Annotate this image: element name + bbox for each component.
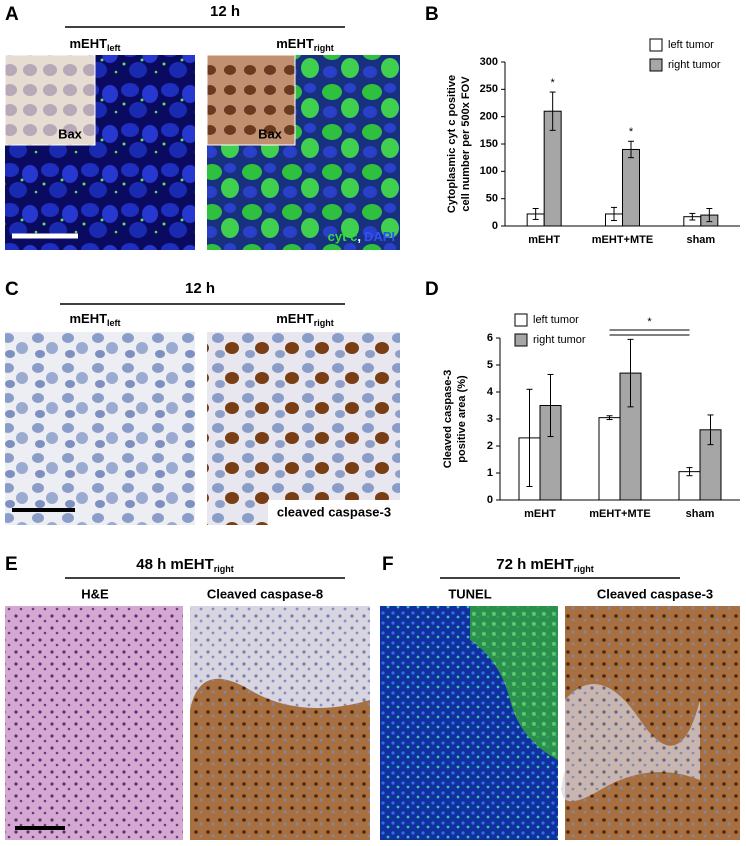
y-tick-label: 100 <box>480 165 498 177</box>
y-tick-label: 5 <box>487 359 493 371</box>
y-axis-label: Cleaved caspase-3 <box>442 370 454 468</box>
error-bar <box>526 388 533 487</box>
x-tick-label: mEHT+MTE <box>589 508 650 520</box>
error-bar <box>706 208 713 223</box>
y-axis-label: Cytoplasmic cyt c positive <box>446 75 458 213</box>
inset-label: Bax <box>258 126 283 141</box>
panel-letter: E <box>5 554 18 575</box>
condition-label: mEHTleft <box>69 36 120 53</box>
title-sub: right <box>574 564 594 574</box>
legend-label: right tumor <box>668 59 721 71</box>
panel-letter: C <box>5 279 19 300</box>
label-main: mEHT <box>69 311 107 326</box>
inset-label: Bax <box>58 126 83 141</box>
panel-letter: B <box>425 4 439 25</box>
legend-label: right tumor <box>533 334 586 346</box>
inset <box>206 54 296 146</box>
bar <box>598 417 621 501</box>
legend-label: left tumor <box>668 39 714 51</box>
condition-label: mEHTleft <box>69 311 120 328</box>
y-tick-label: 4 <box>487 386 494 398</box>
stain-label: TUNEL <box>448 586 491 601</box>
error-bar <box>611 206 617 222</box>
error-bar <box>532 208 539 220</box>
panel-title: 48 h mEHTright <box>136 556 234 574</box>
micrograph <box>5 606 183 840</box>
condition-label: mEHTright <box>276 311 334 328</box>
label-sub: left <box>107 43 121 53</box>
micrograph <box>207 332 400 525</box>
stain-green: cyt c <box>328 229 358 244</box>
y-tick-label: 1 <box>487 467 493 479</box>
bar <box>622 148 640 227</box>
error-bar <box>707 414 714 446</box>
y-tick-label: 6 <box>487 332 493 344</box>
legend-swatch <box>514 333 528 347</box>
x-tick-label: mEHT+MTE <box>592 234 653 246</box>
title-main: 48 h mEHT <box>136 556 214 573</box>
y-tick-label: 300 <box>480 56 498 68</box>
significance: * <box>629 126 634 138</box>
error-bar <box>606 415 613 421</box>
label-main: mEHT <box>69 36 107 51</box>
inset <box>4 54 96 146</box>
error-bar <box>628 140 634 159</box>
significance: * <box>551 77 556 89</box>
x-tick-label: sham <box>686 234 715 246</box>
legend-label: left tumor <box>533 314 579 326</box>
y-tick-label: 200 <box>480 111 498 123</box>
stain-blue: DAPI <box>364 229 395 244</box>
label-box <box>268 500 400 525</box>
label-sub: left <box>107 318 121 328</box>
legend-swatch <box>649 38 663 52</box>
panel-title: 72 h mEHTright <box>496 556 594 574</box>
x-tick-label: mEHT <box>524 508 556 520</box>
y-tick-label: 0 <box>492 220 498 232</box>
stain-label: H&E <box>81 586 109 601</box>
micrograph-region <box>470 606 558 760</box>
legend-swatch <box>649 58 663 72</box>
y-axis-label: positive area (%) <box>456 375 468 463</box>
time-label: 12 h <box>210 3 240 20</box>
stain-label: cleaved caspase-3 <box>277 504 391 519</box>
panel-letter: D <box>425 279 439 300</box>
stain-label: cyt c, DAPI <box>328 229 395 244</box>
y-tick-label: 250 <box>480 83 498 95</box>
condition-label: mEHTright <box>276 36 334 53</box>
title-main: 72 h mEHT <box>496 556 574 573</box>
error-bar <box>689 212 696 221</box>
error-bar <box>547 373 554 438</box>
legend-swatch <box>514 313 528 327</box>
y-tick-label: 150 <box>480 138 498 150</box>
error-bar <box>686 467 693 477</box>
time-label: 12 h <box>185 280 215 297</box>
error-bar <box>627 338 634 408</box>
significance: * <box>647 316 652 328</box>
y-tick-label: 3 <box>487 413 493 425</box>
micrograph-region <box>561 684 700 802</box>
micrograph <box>5 332 195 525</box>
panel-letter: F <box>382 554 394 575</box>
error-bar <box>549 91 556 131</box>
stain-label: Cleaved caspase-3 <box>597 586 713 601</box>
stain-sep: , <box>357 229 361 244</box>
x-tick-label: sham <box>686 508 715 520</box>
y-axis-label: cell number per 500x FOV <box>460 76 472 212</box>
panel-letter: A <box>5 4 19 25</box>
label-main: mEHT <box>276 36 314 51</box>
stain-label: Cleaved caspase-8 <box>207 586 323 601</box>
label-sub: right <box>314 43 334 53</box>
y-tick-label: 2 <box>487 440 493 452</box>
y-tick-label: 50 <box>486 193 498 205</box>
title-sub: right <box>214 564 234 574</box>
label-sub: right <box>314 318 334 328</box>
micrograph-region <box>190 606 370 710</box>
x-tick-label: mEHT <box>528 234 560 246</box>
y-tick-label: 0 <box>487 494 493 506</box>
label-main: mEHT <box>276 311 314 326</box>
